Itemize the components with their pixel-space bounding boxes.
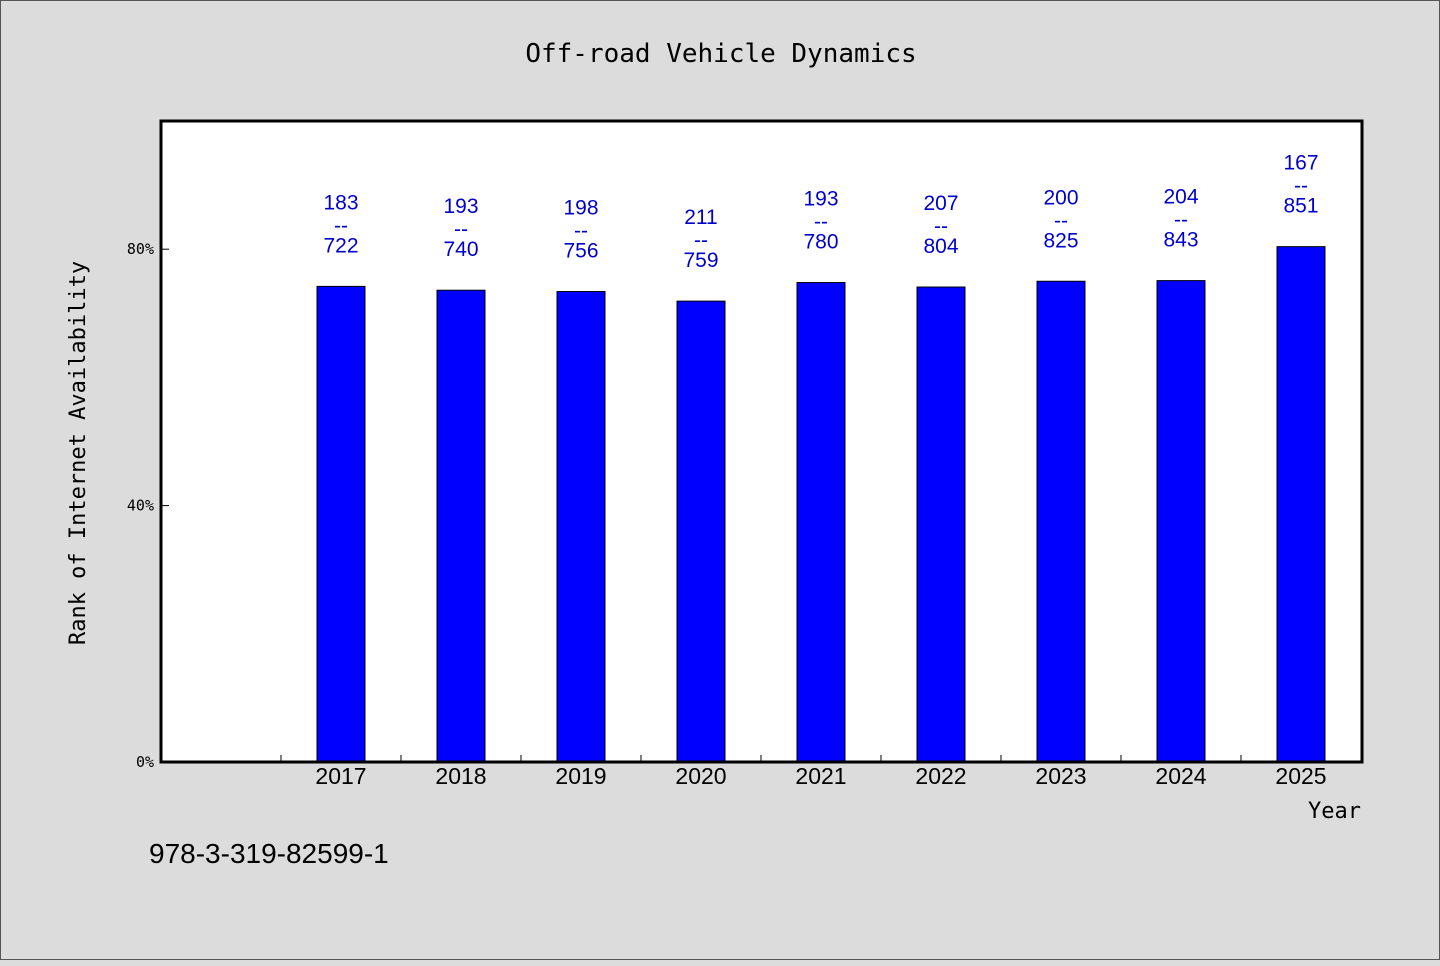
bar-label-top: 193 [803,188,838,211]
y-axis-title: Rank of Internet Availability [66,261,91,645]
bar [1156,280,1206,763]
bar-label-top: 193 [443,195,478,218]
x-tick-label: 2017 [315,763,366,789]
x-tick-label: 2018 [435,763,486,789]
bar-label-separator: -- [574,220,588,243]
y-tick-label: 80% [127,240,154,258]
bar-label-bottom: 804 [923,235,958,258]
bar-label-bottom: 722 [323,234,358,257]
bar-label-separator: -- [454,218,468,241]
x-tick-label: 2022 [915,763,966,789]
chart-title: Off-road Vehicle Dynamics [525,39,916,69]
bar-label-bottom: 851 [1283,195,1318,218]
x-axis-title: Year [1308,799,1361,824]
y-tick-label: 0% [136,753,154,771]
bar-label-bottom: 780 [803,231,838,254]
x-tick-label: 2019 [555,763,606,789]
x-tick-label: 2021 [795,763,846,789]
bar-label-top: 211 [684,206,717,229]
x-tick-label: 2024 [1155,763,1206,789]
bar [1276,246,1326,763]
bar [1036,280,1086,763]
bar [436,289,486,763]
bar-label-bottom: 740 [443,238,478,261]
x-tick-label: 2023 [1035,763,1086,789]
bar-label-bottom: 843 [1163,229,1198,252]
x-tick-label: 2020 [675,763,726,789]
bar [556,291,606,763]
bar-label-top: 204 [1163,186,1198,209]
bar-label-separator: -- [334,214,348,237]
bar-label-top: 198 [563,197,598,220]
bar-label-separator: -- [814,211,828,234]
x-tick-label: 2025 [1275,763,1326,789]
bar-labels-group: 183--722193--740198--756211--759193--780… [323,152,1318,272]
y-tick-label: 40% [127,497,154,515]
plot-border [159,119,1364,764]
bar-label-separator: -- [1294,175,1308,198]
axis-ticks-group: 2017 2018 2019 2020 2021 2022 2023 2024 2025 0% 40… [127,240,1362,789]
bar-label-bottom: 756 [563,240,598,263]
bar-label-separator: -- [1174,209,1188,232]
bar-label-top: 200 [1043,186,1078,209]
bar-label-bottom: 759 [683,249,718,272]
bar [316,285,366,763]
bar-label-top: 183 [323,191,358,214]
bars-group [316,246,1326,763]
bar-label-top: 167 [1283,152,1318,175]
bar-label-separator: -- [1054,209,1068,232]
isbn-label: 978-3-319-82599-1 [149,838,389,869]
bar [676,300,726,763]
bar-label-top: 207 [923,192,958,215]
bar [916,286,966,763]
bar-label-separator: -- [694,229,708,252]
bar-label-separator: -- [934,215,948,238]
bar-label-bottom: 825 [1043,229,1078,252]
bar [796,282,846,763]
